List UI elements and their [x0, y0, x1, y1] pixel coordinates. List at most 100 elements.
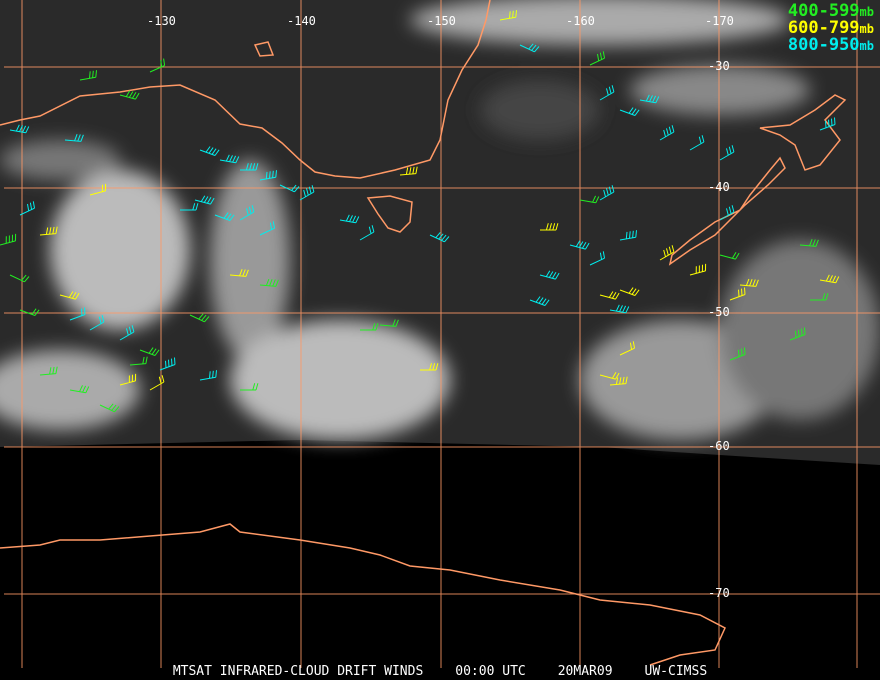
wind-barb: [69, 385, 90, 394]
tasmania-coast: [366, 195, 413, 233]
cloud-layer: [0, 0, 880, 440]
wind-barb: [529, 296, 550, 306]
wind-barb: [719, 205, 735, 221]
wind-barb: [719, 252, 740, 260]
latitude-label: -40: [708, 180, 730, 194]
legend-unit: mb: [859, 5, 874, 19]
wind-barb: [149, 58, 166, 73]
wind-barb: [219, 154, 240, 164]
wind-barb: [9, 124, 30, 134]
wind-barb: [79, 70, 97, 81]
wind-barb: [619, 341, 635, 356]
wind-barb: [799, 239, 819, 247]
legend-600-799: 600-799mb: [788, 19, 874, 38]
wind-barb: [689, 263, 707, 276]
wind-barb: [429, 232, 450, 243]
wind-barb: [214, 212, 235, 221]
wind-barb: [194, 195, 215, 205]
wind-barb: [149, 375, 165, 391]
latitude-label: -50: [708, 305, 730, 319]
wind-barb: [619, 287, 640, 296]
wind-barb: [619, 107, 640, 116]
wind-barb: [619, 230, 637, 241]
legend-unit: mb: [859, 22, 874, 36]
wind-barb: [259, 278, 279, 287]
wind-barb: [229, 269, 249, 277]
wind-barb: [689, 135, 705, 151]
legend-range: 800-950: [787, 35, 860, 55]
kangaroo-island: [253, 41, 275, 57]
wind-barb: [379, 319, 399, 327]
wind-barb: [819, 117, 836, 131]
wind-barbs: [0, 10, 840, 413]
wind-barb: [599, 185, 615, 201]
wind-barb: [39, 226, 58, 236]
wind-barb: [239, 205, 255, 221]
wind-barb: [729, 347, 746, 361]
latitude-label: -70: [708, 586, 730, 600]
wind-barb: [609, 304, 630, 314]
wind-barb: [199, 370, 217, 381]
wind-barb: [64, 134, 84, 142]
legend-800-950: 800-950mb: [788, 36, 874, 55]
time-label: 00:00 UTC: [455, 664, 526, 679]
wind-barb: [399, 166, 418, 176]
longitude-label: -150: [427, 14, 456, 28]
legend-unit: mb: [859, 39, 874, 53]
wind-barb: [159, 357, 176, 371]
wind-barb: [519, 43, 540, 53]
wind-barb: [19, 308, 40, 316]
wind-barb: [609, 376, 628, 386]
wind-barb: [139, 347, 160, 356]
wind-barb: [819, 274, 840, 284]
wind-barb: [89, 315, 105, 331]
wind-barb: [240, 383, 259, 391]
australia-coast: [0, 0, 491, 179]
wind-barb: [729, 287, 746, 301]
legend-400-599: 400-599mb: [788, 2, 874, 21]
wind-barb: [279, 184, 300, 193]
lat-lon-grid: [4, 0, 880, 668]
wind-barb: [180, 203, 199, 211]
wind-barb: [9, 274, 30, 283]
wind-barb: [569, 240, 590, 250]
wind-barb: [129, 356, 148, 366]
wind-barb: [89, 183, 107, 196]
latitude-label: -60: [708, 439, 730, 453]
wind-barb: [0, 233, 17, 246]
antarctica-coast: [0, 523, 726, 666]
wind-barb: [789, 327, 806, 341]
wind-barb: [599, 291, 620, 300]
wind-barb: [539, 270, 560, 280]
wind-barb: [119, 90, 140, 100]
wind-barb: [259, 170, 277, 181]
wind-barb: [19, 201, 35, 216]
wind-barb: [589, 51, 605, 66]
wind-barb: [69, 307, 86, 321]
coastlines: [0, 0, 847, 666]
wind-barb: [339, 214, 360, 224]
footer-caption: MTSAT INFRARED-CLOUD DRIFT WINDS 00:00 UT…: [0, 664, 880, 679]
wind-barb: [810, 293, 829, 301]
longitude-label: -160: [566, 14, 595, 28]
wind-barb: [540, 223, 559, 231]
source-label: UW-CIMSS: [644, 664, 708, 679]
wind-barb: [599, 372, 620, 380]
wind-barb: [499, 10, 517, 21]
new-zealand-south-island: [668, 156, 786, 266]
wind-barb: [420, 363, 439, 371]
product-name: MTSAT INFRARED-CLOUD DRIFT WINDS: [172, 664, 424, 679]
wind-barb: [119, 373, 137, 386]
wind-barb: [299, 185, 315, 201]
wind-barb: [579, 195, 600, 204]
legend-range: 600-799: [787, 18, 860, 38]
wind-barb: [719, 145, 735, 161]
wind-barb: [39, 366, 58, 376]
wind-barb: [259, 221, 275, 236]
wind-barb: [99, 403, 120, 413]
wind-barb: [199, 146, 220, 156]
wind-barb: [359, 225, 375, 241]
longitude-label: -130: [147, 14, 176, 28]
